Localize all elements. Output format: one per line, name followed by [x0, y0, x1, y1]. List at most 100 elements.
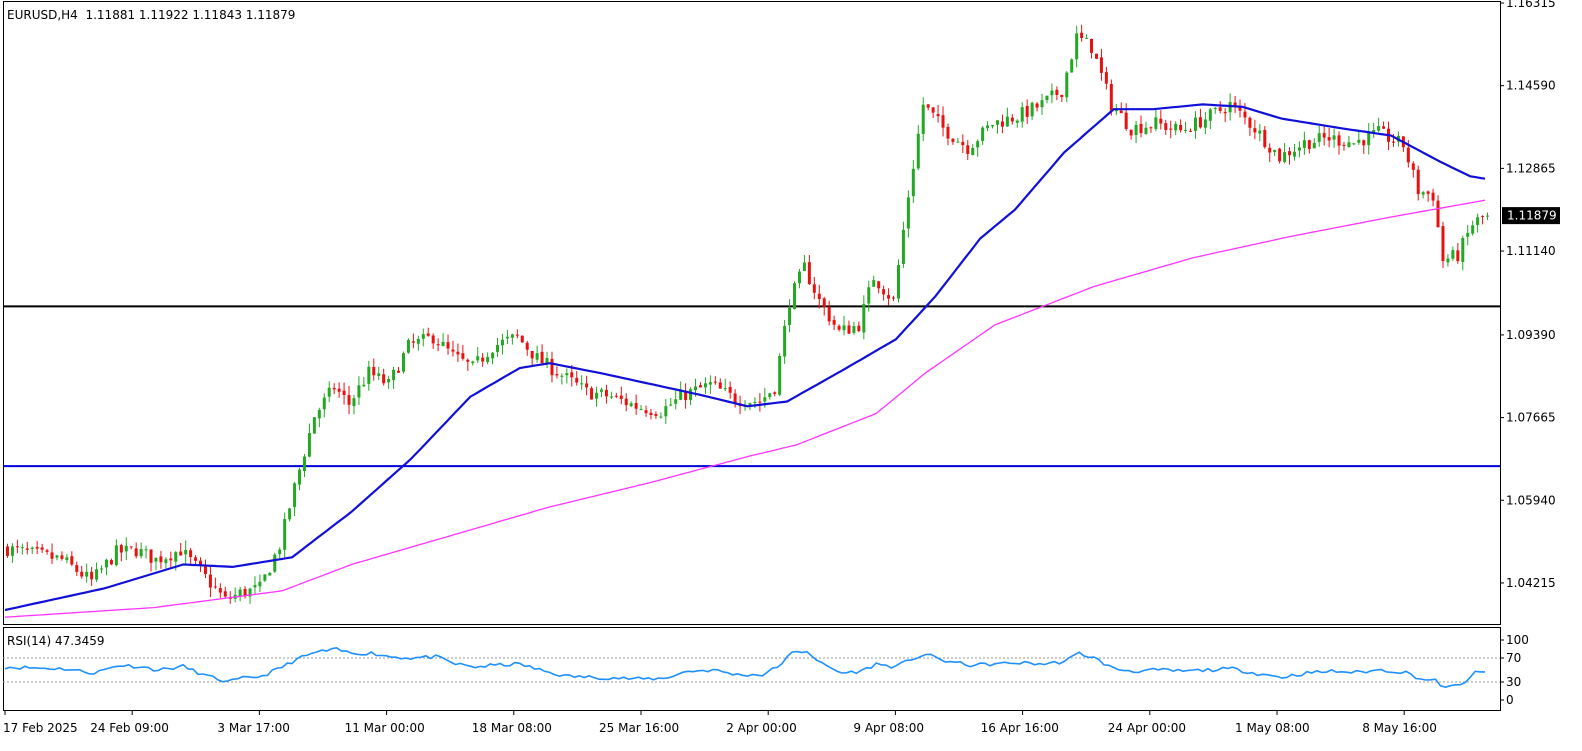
candle [639, 405, 643, 411]
candle-body [194, 557, 198, 561]
candle-body [560, 375, 564, 377]
candle [347, 385, 351, 415]
candle [1000, 114, 1004, 134]
candle [793, 281, 797, 310]
candle [1441, 221, 1445, 268]
candle [892, 295, 896, 301]
candle [1233, 95, 1237, 113]
candle [807, 254, 811, 285]
candle-body [382, 374, 386, 384]
candle-body [1253, 128, 1257, 133]
time-axis: 17 Feb 2025 24 Feb 09:00 3 Mar 17:00 11 Mar… [3, 711, 1437, 735]
candle-body [1094, 53, 1098, 59]
candle-body [882, 289, 886, 295]
candle-body [1243, 111, 1247, 118]
time-tick-label: 2 Apr 00:00 [726, 721, 797, 735]
candle [1154, 108, 1158, 132]
candle-body [20, 547, 24, 549]
candle [1283, 143, 1287, 164]
candle [1169, 120, 1173, 139]
candle-body [258, 581, 262, 587]
chart-symbol-header: EURUSD,H4 1.11881 1.11922 1.11843 1.1187… [7, 8, 295, 22]
candle-body [783, 325, 787, 357]
candle [505, 329, 509, 345]
candle [149, 549, 153, 572]
candle-body [1382, 126, 1386, 129]
price-tick-label: 1.16315 [1506, 0, 1556, 10]
candle [1139, 115, 1143, 138]
candle [208, 565, 212, 598]
candle-body [872, 280, 876, 287]
candle-body [1218, 107, 1222, 111]
candle-body [654, 414, 658, 416]
candle-body [1070, 59, 1074, 73]
candle-body [674, 399, 678, 404]
candle-body [763, 397, 767, 402]
candle [916, 125, 920, 171]
candle [619, 386, 623, 405]
candle-body [1055, 89, 1059, 96]
candle [510, 333, 514, 345]
candle-body [1109, 84, 1113, 111]
candle [525, 340, 529, 356]
rsi-tick-label: 70 [1506, 651, 1521, 665]
candle-body [1292, 151, 1296, 157]
candle [476, 347, 480, 364]
candle [278, 547, 282, 559]
candle-body [857, 325, 861, 332]
time-tick-label: 25 Mar 16:00 [599, 721, 679, 735]
candle [5, 543, 9, 558]
candle-body [575, 377, 579, 383]
candle [1144, 121, 1148, 135]
price-tick-label: 1.09390 [1506, 328, 1556, 342]
candle-body [609, 396, 613, 398]
candle [976, 139, 980, 157]
candle [1065, 71, 1069, 103]
candle-body [80, 571, 84, 577]
candle-body [619, 395, 623, 399]
candle-body [312, 417, 316, 434]
candle [708, 375, 712, 395]
candle-body [1015, 120, 1019, 123]
candle [1431, 188, 1435, 207]
candle [416, 335, 420, 351]
candle [698, 382, 702, 388]
candle [530, 350, 534, 367]
candle [674, 390, 678, 410]
candle [70, 551, 74, 567]
price-tick-label: 1.05940 [1506, 493, 1556, 507]
candle-body [1139, 123, 1143, 134]
candle [441, 333, 445, 347]
candle [986, 121, 990, 132]
candle [872, 275, 876, 287]
current-price-tag: 1.11879 [1502, 207, 1560, 225]
rsi-line [4, 646, 1485, 689]
candle-body [1411, 163, 1415, 170]
candle [45, 548, 49, 555]
candle-body [144, 549, 148, 551]
candle-body [911, 168, 915, 197]
candle [1377, 117, 1381, 133]
candle-body [1327, 137, 1331, 141]
candle [213, 577, 217, 589]
candle-body [1342, 144, 1346, 146]
candle [1164, 119, 1168, 135]
candle [768, 392, 772, 400]
candle [1297, 141, 1301, 158]
candle-body [288, 508, 292, 520]
candle-body [921, 104, 925, 134]
rsi-tick-label: 0 [1506, 693, 1514, 707]
candle [817, 284, 821, 309]
candle-body [164, 559, 168, 564]
candle [1332, 128, 1336, 148]
candle [599, 387, 603, 398]
candle-body [15, 546, 19, 548]
candle [159, 550, 163, 569]
candle [1213, 106, 1217, 114]
candle [129, 546, 133, 550]
candle [837, 324, 841, 332]
candle [733, 389, 737, 408]
candle-body [1189, 130, 1193, 132]
candle-body [689, 389, 693, 400]
candle [1238, 99, 1242, 118]
